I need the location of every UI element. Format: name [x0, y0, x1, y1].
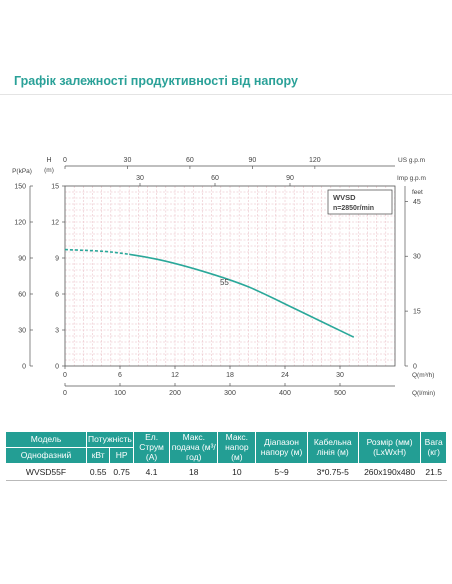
y-feet-tick-label: 30 [413, 254, 421, 261]
cell-max-flow: 18 [169, 463, 218, 482]
x-imp-axis-label: Imp g.p.m [397, 175, 426, 182]
cell-weight: 21.5 [420, 463, 447, 482]
y-p-axis-label: P(kPa) [12, 168, 32, 175]
x-imp-tick-label: 90 [286, 175, 294, 182]
y-h-axis-label: H [46, 157, 51, 164]
cell-max-head: 10 [217, 463, 256, 482]
page-title: Графік залежності продуктивності від нап… [14, 74, 298, 88]
x-lmin-axis-label: Q(l/min) [412, 390, 435, 397]
cell-head-range: 5~9 [255, 463, 308, 482]
col-kw: кВт [85, 447, 111, 465]
x-main-tick-label: 0 [63, 372, 67, 379]
performance-chart: 03691215H(m)0306090120150P(kPa)0153045fe… [12, 157, 435, 397]
x-imp-tick-label: 30 [136, 175, 144, 182]
y-h-tick-label: 3 [55, 328, 59, 335]
y-feet-axis-label: feet [412, 189, 423, 196]
x-lmin-tick-label: 0 [63, 390, 67, 397]
x-us-tick-label: 0 [63, 157, 67, 164]
y-h-axis-unit: (m) [44, 167, 54, 174]
x-lmin-tick-label: 100 [114, 390, 126, 397]
y-p-tick-label: 150 [14, 184, 26, 191]
col-power: Потужність [86, 430, 134, 449]
col-model: Модель [5, 430, 87, 449]
x-lmin-tick-label: 200 [169, 390, 181, 397]
cell-model: WVSD55F [5, 463, 87, 482]
cell-hp: 0.75 [109, 463, 134, 482]
x-us-axis-label: US g.p.m [398, 157, 425, 164]
series-label-55: 55 [220, 278, 229, 287]
chart-subtitle: n=2850r/min [333, 205, 374, 212]
y-feet-tick-label: 15 [413, 309, 421, 316]
x-us-tick-label: 60 [186, 157, 194, 164]
x-us-tick-label: 30 [124, 157, 132, 164]
specs-table: Модель Потужність Ел. Струм (А) Макс. по… [5, 430, 447, 482]
table-header-row: Модель Потужність Ел. Струм (А) Макс. по… [5, 430, 447, 465]
curve-55-dashed [64, 248, 130, 256]
x-lmin-tick-label: 500 [334, 390, 346, 397]
y-h-tick-label: 0 [55, 364, 59, 371]
legend-box [327, 189, 393, 215]
col-max-head: Макс. напор (м) [217, 430, 257, 465]
table-row: WVSD55F 0.55 0.75 4.1 18 10 5~9 3*0.75-5… [5, 463, 447, 482]
x-lmin-tick-label: 300 [224, 390, 236, 397]
x-main-axis-label: Q(m³/h) [412, 372, 434, 379]
y-p-tick-label: 120 [14, 220, 26, 227]
table-subheader-row: Однофазний кВт HP [5, 447, 447, 465]
x-main-tick-label: 24 [281, 372, 289, 379]
title-divider [0, 94, 452, 95]
x-us-tick-label: 120 [309, 157, 321, 164]
y-p-tick-label: 60 [18, 292, 26, 299]
col-single-phase: Однофазний [5, 447, 87, 465]
x-us-tick-label: 90 [248, 157, 256, 164]
chart-title: WVSD [333, 193, 356, 202]
col-hp: HP [109, 447, 134, 465]
cell-current: 4.1 [133, 463, 170, 482]
y-h-tick-label: 12 [51, 220, 59, 227]
x-main-tick-label: 6 [118, 372, 122, 379]
x-main-tick-label: 30 [336, 372, 344, 379]
curve-55 [129, 253, 355, 338]
x-lmin-tick-label: 400 [279, 390, 291, 397]
col-size: Розмір (мм) (LxWxH) [357, 430, 422, 465]
cell-cable: 3*0.75-5 [307, 463, 359, 482]
x-imp-tick-label: 60 [211, 175, 219, 182]
y-h-tick-label: 6 [55, 292, 59, 299]
x-main-tick-label: 12 [171, 372, 179, 379]
col-current: Ел. Струм (А) [132, 430, 171, 465]
cell-kw: 0.55 [86, 463, 110, 482]
y-p-tick-label: 30 [18, 328, 26, 335]
col-max-flow: Макс. подача (м³/год) [169, 430, 219, 465]
y-feet-tick-label: 45 [413, 199, 421, 206]
x-main-tick-label: 18 [226, 372, 234, 379]
y-p-tick-label: 90 [18, 256, 26, 263]
cell-size: 260x190x480 [358, 463, 421, 482]
y-h-tick-label: 9 [55, 256, 59, 263]
y-p-tick-label: 0 [22, 364, 26, 371]
col-head-range: Діапазон напору (м) [255, 430, 308, 465]
y-h-tick-label: 15 [51, 184, 59, 191]
col-weight: Вага (кг) [420, 430, 447, 465]
y-feet-tick-label: 0 [413, 364, 417, 371]
col-cable: Кабельна лінія (м) [306, 430, 359, 465]
